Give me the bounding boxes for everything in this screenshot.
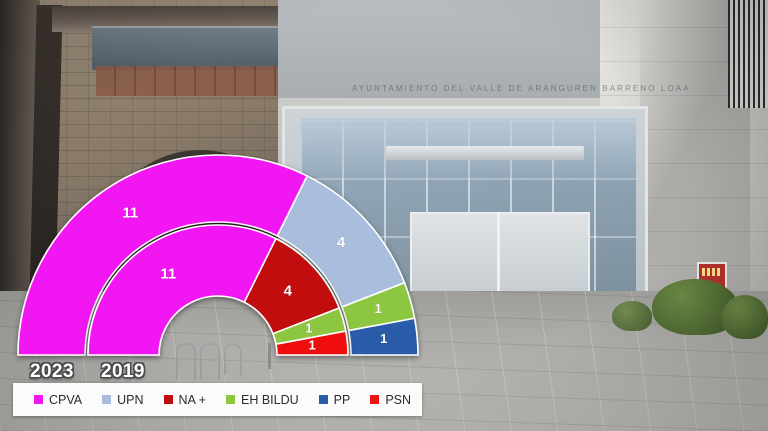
shrub-medium bbox=[722, 295, 768, 339]
bike-rack-hoop bbox=[200, 343, 220, 379]
door-center-mullion bbox=[497, 212, 500, 302]
seat-count-label-2019-eh-bildu: 1 bbox=[305, 321, 312, 336]
seat-segment-2023-cpva[interactable] bbox=[17, 154, 309, 356]
legend-swatch-icon bbox=[102, 395, 112, 404]
seat-distribution-chart: 11 4 1 1 11 4 1 1 bbox=[17, 154, 419, 356]
seat-count-label-2019-na: 4 bbox=[284, 282, 293, 299]
legend-item-label: PP bbox=[333, 392, 351, 407]
legend-item-na[interactable]: NA + bbox=[163, 392, 206, 407]
legend-item-label: EH BILDU bbox=[240, 392, 299, 407]
legend-swatch-icon bbox=[318, 395, 328, 404]
legend-item-eh-bildu[interactable]: EH BILDU bbox=[225, 392, 299, 407]
legend-item-label: UPN bbox=[117, 392, 144, 407]
chart-legend: CPVA UPN NA + EH BILDU PP PSN bbox=[13, 383, 422, 416]
townhall-upper-wall bbox=[278, 0, 638, 98]
year-label-inner-ring: 2019 bbox=[101, 361, 145, 382]
seat-count-label-2019-cpva: 11 bbox=[160, 266, 176, 283]
legend-item-label: NA + bbox=[178, 392, 206, 407]
entrance-canopy bbox=[386, 146, 584, 160]
legend-swatch-icon bbox=[163, 395, 173, 404]
seat-count-label-2023-upn: 4 bbox=[337, 234, 346, 251]
seat-count-label-2023-eh-bildu: 1 bbox=[375, 301, 382, 316]
ring-2019 bbox=[87, 224, 349, 356]
legend-item-label: PSN bbox=[385, 392, 412, 407]
legend-swatch-icon bbox=[225, 395, 235, 404]
louvre-grille bbox=[728, 0, 768, 108]
seat-segment-2019-cpva[interactable] bbox=[87, 224, 278, 356]
legend-item-cpva[interactable]: CPVA bbox=[34, 393, 82, 407]
ring-2023 bbox=[17, 154, 419, 356]
legend-swatch-icon bbox=[34, 395, 43, 404]
seat-count-label-2023-pp: 1 bbox=[380, 331, 387, 346]
seat-count-label-2023-cpva: 11 bbox=[122, 204, 138, 221]
legend-swatch-icon bbox=[370, 395, 380, 404]
shrub-small bbox=[612, 301, 652, 331]
seat-segment-2023-pp[interactable] bbox=[347, 317, 419, 356]
bollard bbox=[268, 343, 271, 369]
bike-rack-hoop bbox=[176, 343, 196, 379]
legend-item-label: CPVA bbox=[49, 392, 83, 407]
legend-item-list: CPVA UPN NA + EH BILDU PP PSN bbox=[13, 393, 411, 407]
seat-count-label-2019-psn: 1 bbox=[308, 338, 315, 353]
legend-item-upn[interactable]: UPN bbox=[102, 392, 144, 407]
year-label-outer-ring: 2023 bbox=[30, 361, 74, 382]
brick-band bbox=[96, 66, 282, 96]
seat-segment-2019-psn[interactable] bbox=[275, 330, 349, 356]
bike-rack-hoop bbox=[224, 343, 242, 375]
legend-item-psn[interactable]: PSN bbox=[370, 393, 411, 407]
upper-window-band bbox=[92, 26, 282, 70]
legend-item-pp[interactable]: PP bbox=[318, 392, 351, 407]
building-sign-text: AYUNTAMIENTO DEL VALLE DE ARANGUREN BARR… bbox=[352, 84, 691, 93]
